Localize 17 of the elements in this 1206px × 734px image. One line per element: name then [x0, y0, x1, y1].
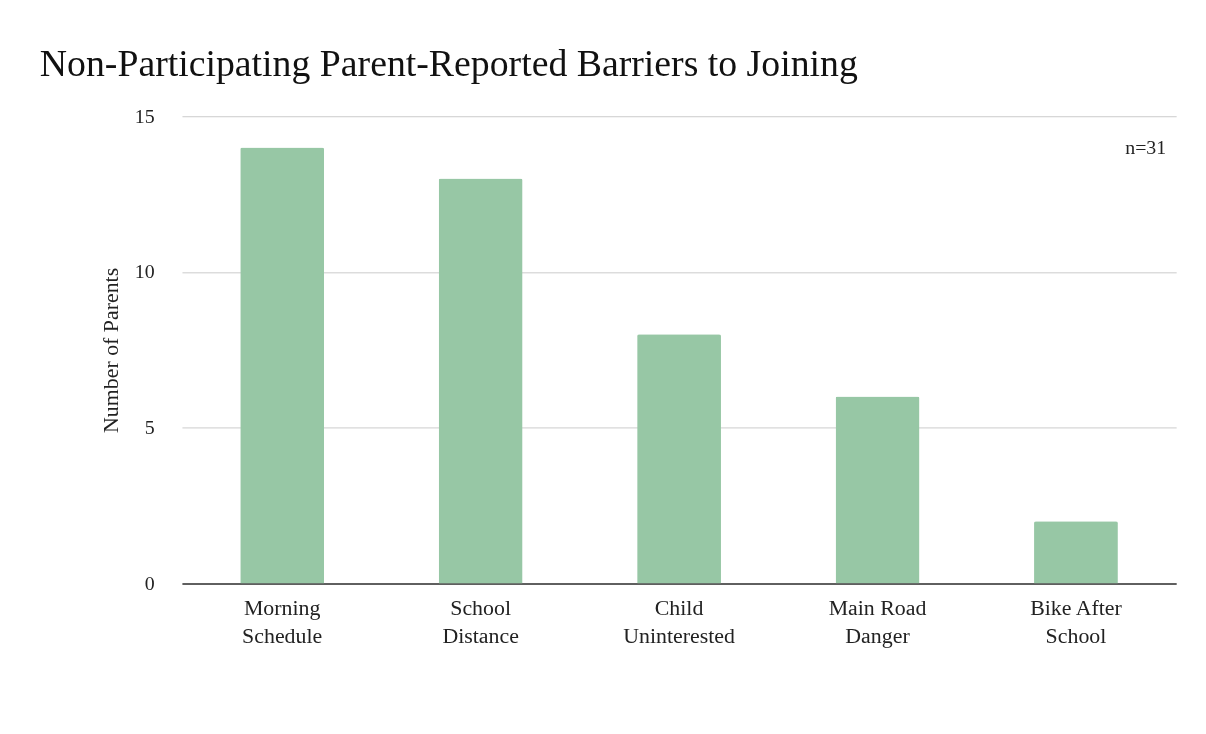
- bar: [637, 334, 721, 584]
- bar: [438, 178, 523, 584]
- x-tick-label: School Distance: [442, 595, 519, 648]
- y-tick-label: 15: [134, 104, 155, 127]
- y-tick-label: 0: [144, 571, 155, 594]
- bar: [835, 396, 920, 584]
- y-tick-label: 5: [144, 416, 155, 439]
- x-tick-label: Main Road Danger: [828, 595, 927, 648]
- x-tick-label: Child Uninterested: [623, 595, 735, 648]
- bar: [1034, 521, 1118, 584]
- y-axis-title: Number of Parents: [98, 267, 123, 433]
- bar: [240, 147, 325, 584]
- annotation: n=31: [1125, 136, 1167, 159]
- y-tick-label: 10: [134, 260, 155, 283]
- chart-title: Non-Participating Parent-Reported Barriers to Joining: [39, 42, 858, 85]
- x-tick-label: Bike After School: [1030, 595, 1123, 648]
- x-tick-label: Morning Schedule: [242, 595, 323, 648]
